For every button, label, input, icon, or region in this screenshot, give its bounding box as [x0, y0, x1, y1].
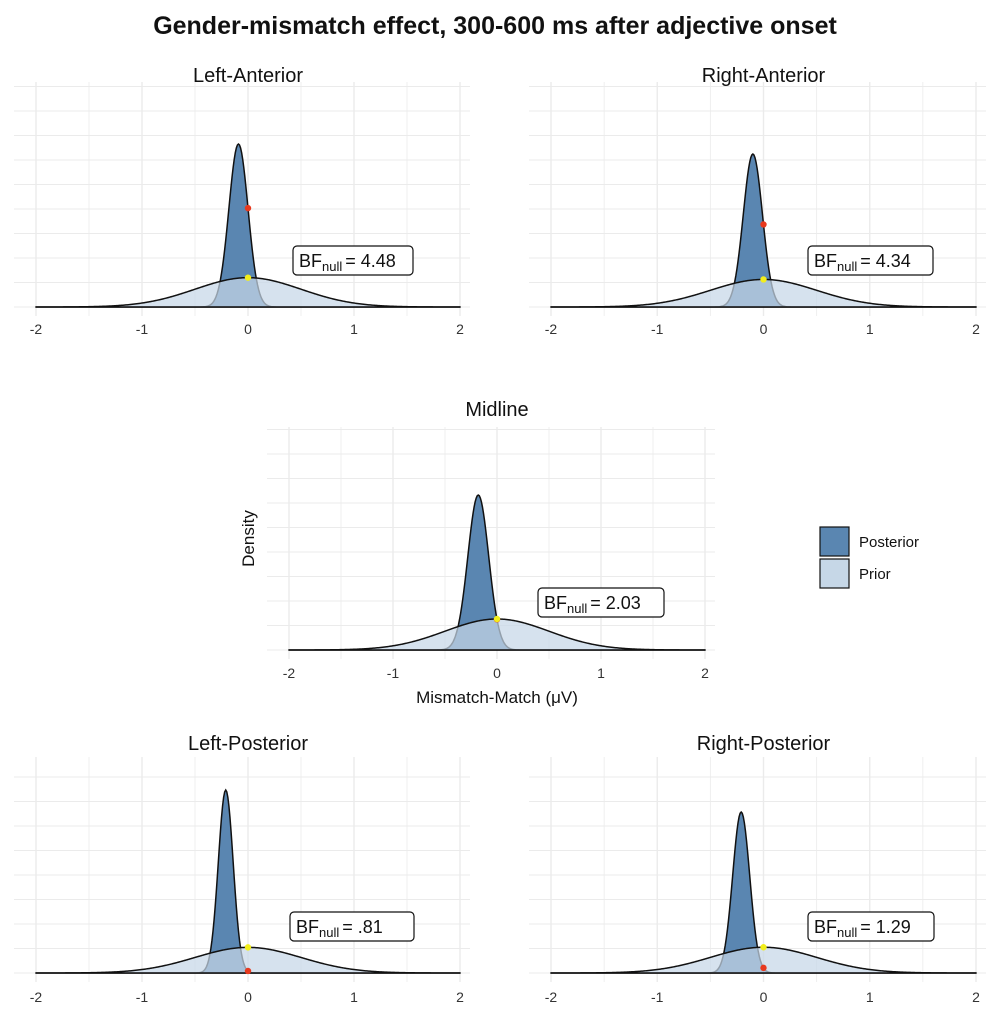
bf-value: = 2.03	[590, 593, 641, 613]
bf-label-text: BFnull = 1.29	[814, 917, 911, 940]
x-tick-label: 1	[350, 989, 358, 1005]
panel-right-anterior: Right-Anterior -2 -1 0 1 2 BFnull = 4.34	[529, 65, 986, 337]
bf-subscript: null	[837, 925, 857, 940]
x-tick-label: -1	[651, 989, 664, 1005]
bf-label: BFnull = 4.48	[292, 245, 414, 276]
x-tick-label: 2	[972, 989, 980, 1005]
bf-subscript: null	[837, 259, 857, 274]
bf-subscript: null	[322, 259, 342, 274]
bf-value: = 4.48	[345, 251, 396, 271]
bf-prefix: BF	[544, 593, 567, 613]
x-tick-label: -1	[387, 665, 400, 681]
bf-subscript: null	[319, 925, 339, 940]
panel-title: Right-Anterior	[702, 65, 826, 87]
legend: Posterior Prior	[819, 526, 919, 589]
prior-point-at-zero	[244, 274, 252, 281]
grid	[529, 82, 986, 316]
x-tick-label: 1	[597, 665, 605, 681]
x-tick-label: 1	[350, 321, 358, 337]
posterior-point-at-zero	[244, 967, 252, 975]
posterior-point-at-zero	[760, 221, 767, 228]
x-tick-label: 2	[701, 665, 709, 681]
prior-density	[288, 618, 706, 651]
bf-prefix: BF	[814, 251, 837, 271]
x-tick-label: 2	[972, 321, 980, 337]
panel-title: Left-Anterior	[193, 65, 303, 87]
x-tick-label: -2	[30, 321, 43, 337]
bf-label: BFnull = 2.03	[537, 587, 665, 618]
panel-title: Left-Posterior	[188, 733, 308, 755]
prior-point-at-zero	[760, 944, 767, 951]
y-axis-label: Density	[239, 510, 258, 567]
bf-label-box	[289, 911, 415, 942]
legend-key-posterior	[819, 526, 850, 557]
bf-label-box	[807, 911, 935, 942]
bf-subscript: null	[567, 601, 587, 616]
bf-label: BFnull = 4.34	[807, 245, 934, 276]
panel-left-anterior: Left-Anterior -2 -1 0 1 2 BFnull = 4.48	[14, 65, 470, 337]
x-axis-label: Mismatch-Match (μV)	[416, 688, 578, 707]
bf-prefix: BF	[814, 917, 837, 937]
posterior-point-at-zero	[760, 964, 767, 972]
bf-prefix: BF	[296, 917, 319, 937]
prior-point-at-zero	[493, 615, 501, 623]
bf-label-text: BFnull = 2.03	[544, 593, 641, 616]
x-tick-label: 2	[456, 989, 464, 1005]
posterior-point-at-zero	[244, 204, 252, 212]
panel-right-posterior: Right-Posterior -2 -1 0 1 2 BFnull = 1.29	[529, 733, 986, 1005]
legend-key-prior	[819, 558, 850, 589]
x-tick-label: 1	[866, 321, 874, 337]
x-tick-label: -1	[136, 321, 149, 337]
bf-label-box	[292, 245, 414, 276]
x-tick-label: -2	[545, 989, 558, 1005]
x-tick-label: 0	[760, 989, 768, 1005]
bf-label-box	[537, 587, 665, 618]
panel-title: Midline	[465, 399, 528, 421]
bf-label: BFnull = 1.29	[807, 911, 935, 942]
bf-value: = .81	[342, 917, 383, 937]
x-tick-label: -1	[651, 321, 664, 337]
x-tick-label: 0	[760, 321, 768, 337]
bf-value: = 4.34	[860, 251, 911, 271]
x-tick-label: 1	[866, 989, 874, 1005]
x-tick-label: -2	[283, 665, 296, 681]
bf-label-box	[807, 245, 934, 276]
bf-label-text: BFnull = 4.48	[299, 251, 396, 274]
x-tick-label: 0	[244, 989, 252, 1005]
panel-title: Right-Posterior	[697, 733, 831, 755]
bf-label-text: BFnull = .81	[296, 917, 383, 940]
bf-prefix: BF	[299, 251, 322, 271]
x-tick-label: -2	[30, 989, 43, 1005]
legend-label-prior: Prior	[859, 566, 891, 583]
prior-point-at-zero	[760, 276, 767, 283]
prior-point-at-zero	[244, 944, 252, 951]
x-tick-label: 0	[244, 321, 252, 337]
panel-left-posterior: Left-Posterior -2 -1 0 1 2 BFnull = .81	[14, 733, 470, 1005]
legend-label-posterior: Posterior	[859, 534, 919, 551]
x-tick-label: -1	[136, 989, 149, 1005]
x-tick-label: 2	[456, 321, 464, 337]
bf-label: BFnull = .81	[289, 911, 415, 942]
figure-title: Gender-mismatch effect, 300-600 ms after…	[153, 12, 837, 40]
bf-value: = 1.29	[860, 917, 911, 937]
bf-label-text: BFnull = 4.34	[814, 251, 911, 274]
prior-density	[550, 278, 977, 308]
panel-midline: Midline -2 -1 0 1 2 Mismatch-Match (μV) Density…	[239, 399, 715, 707]
x-tick-label: -2	[545, 321, 558, 337]
x-tick-label: 0	[493, 665, 501, 681]
